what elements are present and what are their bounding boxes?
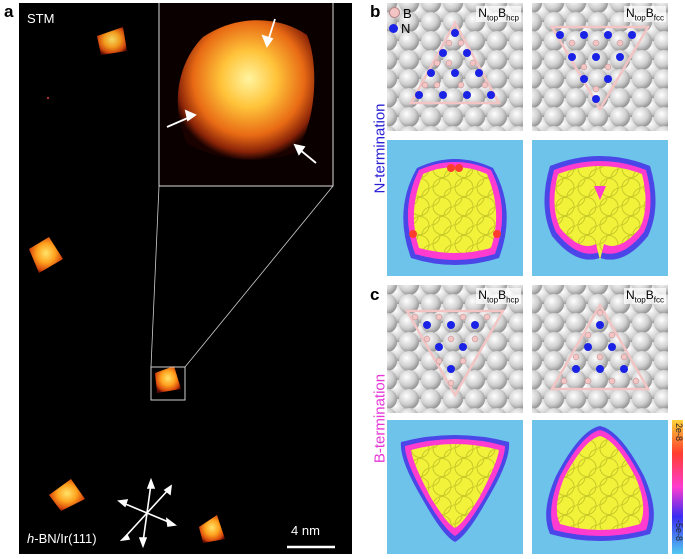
- legend-b-label: B: [403, 6, 412, 21]
- stm-flake: [97, 27, 127, 55]
- inset-flake: [177, 20, 315, 160]
- atom-model-n-hcp: B N NtopBhcp: [387, 3, 523, 131]
- sim-b-hcp: [387, 420, 523, 554]
- structure-label-b-right: NtopBfcc: [623, 6, 666, 23]
- inset-arrows: [166, 18, 317, 164]
- b-termination-label: B-termination: [371, 373, 389, 464]
- stm-label: STM: [27, 11, 55, 26]
- colorbar-max-label: 2e-8: [674, 423, 684, 442]
- structure-label-c-left: NtopBhcp: [476, 288, 521, 305]
- atom-model-b-hcp: NtopBhcp: [387, 285, 523, 413]
- boron-legend-icon: [389, 7, 400, 18]
- stm-flake: [199, 515, 225, 543]
- structure-label-c-right: NtopBfcc: [623, 288, 666, 305]
- sim-n-fcc: [532, 140, 668, 276]
- panel-b-letter: b: [370, 2, 381, 21]
- sim-b-fcc: [532, 420, 668, 554]
- legend-n-label: N: [401, 21, 411, 36]
- hbn-lattice-b-fcc: [549, 302, 651, 391]
- stm-image: STM h-BN/Ir(111) 4 nm: [19, 3, 352, 554]
- hbn-lattice-n-fcc: [549, 25, 651, 112]
- atom-model-n-fcc: NtopBfcc: [532, 3, 668, 131]
- structure-label-b-left: NtopBhcp: [476, 6, 521, 23]
- legend: B N: [389, 6, 412, 36]
- stm-flake: [49, 479, 85, 511]
- panel-c-letter: c: [370, 285, 380, 304]
- atom-model-b-fcc: NtopBfcc: [532, 285, 668, 413]
- panel-a-letter: a: [4, 2, 14, 21]
- n-termination-label: N-termination: [371, 103, 389, 194]
- nitrogen-legend-icon: [389, 24, 398, 33]
- scale-bar-label: 4 nm: [291, 523, 320, 538]
- stm-flake: [155, 366, 181, 393]
- sim-n-hcp: [387, 140, 523, 276]
- stm-flake: [29, 237, 63, 273]
- colorbar-min-label: -5e-8: [674, 520, 684, 542]
- hbn-lattice-n-hcp: [408, 20, 502, 105]
- hbn-lattice-b-hcp: [404, 309, 506, 398]
- colorbar: [672, 420, 683, 554]
- substrate-label: h-BN/Ir(111): [27, 531, 97, 546]
- lattice-direction-arrows: [117, 477, 178, 549]
